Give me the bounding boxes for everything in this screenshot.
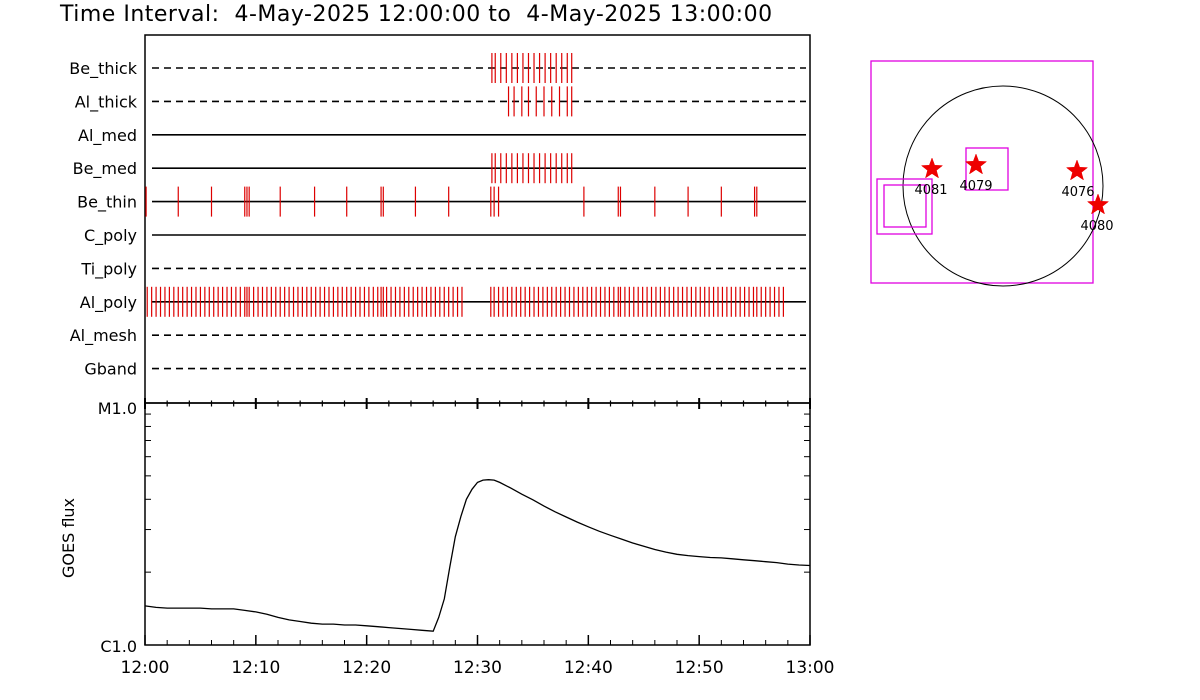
star-marker [1065, 159, 1089, 181]
star-marker [1086, 193, 1110, 215]
goes-flux-line [144, 479, 811, 632]
row-label: Al_med [78, 126, 137, 146]
timeline-row-al-med: Al_med [78, 126, 806, 146]
region-label: 4079 [959, 179, 992, 194]
region-label: 4076 [1061, 185, 1094, 200]
x-tick-label: 12:40 [564, 658, 613, 678]
row-label: C_poly [84, 226, 137, 246]
solar-limb [902, 85, 1104, 287]
row-label: Be_thick [69, 59, 137, 79]
star-marker [920, 157, 944, 179]
x-tick-label: 13:00 [786, 658, 835, 678]
region-box [883, 184, 927, 228]
timeline-row-c-poly: C_poly [84, 226, 806, 246]
timeline-row-ti-poly: Ti_poly [80, 259, 806, 279]
timeline-row-be-thick: Be_thick [69, 53, 806, 83]
row-label: Be_med [73, 159, 137, 179]
active-region-4079: 4079 [959, 153, 993, 194]
x-tick-label: 12:00 [121, 658, 170, 678]
star-marker [964, 153, 988, 175]
solar-disk-map: 4081 4079 4076 4080 [870, 60, 1114, 287]
timeline-row-gband: Gband [84, 360, 806, 379]
timeline-frame [144, 34, 811, 404]
row-label: Ti_poly [80, 259, 137, 279]
row-label: Gband [84, 360, 137, 379]
active-region-4080: 4080 [1080, 193, 1114, 234]
timeline-row-be-thin: Be_thin [77, 186, 806, 217]
timeline-row-be-med: Be_med [73, 153, 806, 184]
region-label: 4081 [914, 183, 947, 198]
goes-frame [144, 402, 811, 646]
active-region-4076: 4076 [1061, 159, 1095, 200]
row-label: Al_mesh [70, 326, 137, 346]
x-tick-label: 12:50 [675, 658, 724, 678]
row-label: Al_poly [80, 293, 137, 313]
region-box [965, 147, 1009, 191]
row-label: Be_thin [77, 193, 137, 213]
y-bottom-label: C1.0 [100, 637, 137, 656]
row-label: Al_thick [75, 92, 138, 112]
region-box [876, 178, 933, 235]
region-label: 4080 [1080, 219, 1113, 234]
timeline-row-al-poly: Al_poly [80, 286, 806, 317]
filter-timeline-panel: Be_thick Al_thick Al_med Be_med Be_thin C_pol… [69, 34, 811, 404]
x-tick-label: 12:10 [231, 658, 280, 678]
y-top-label: M1.0 [98, 399, 137, 418]
active-region-4081: 4081 [914, 157, 948, 198]
timeline-row-al-mesh: Al_mesh [70, 326, 806, 346]
x-tick-label: 12:30 [453, 658, 502, 678]
field-of-view-box [870, 60, 1094, 284]
y-axis-label: GOES flux [59, 498, 78, 578]
x-tick-label: 12:20 [342, 658, 391, 678]
timeline-row-al-thick: Al_thick [75, 86, 806, 117]
goes-flux-panel: 12:00 12:10 12:20 12:30 12:40 12:50 13:00 M1.0 C… [59, 398, 835, 678]
page-title: Time Interval: 4-May-2025 12:00:00 to 4-… [60, 2, 773, 27]
